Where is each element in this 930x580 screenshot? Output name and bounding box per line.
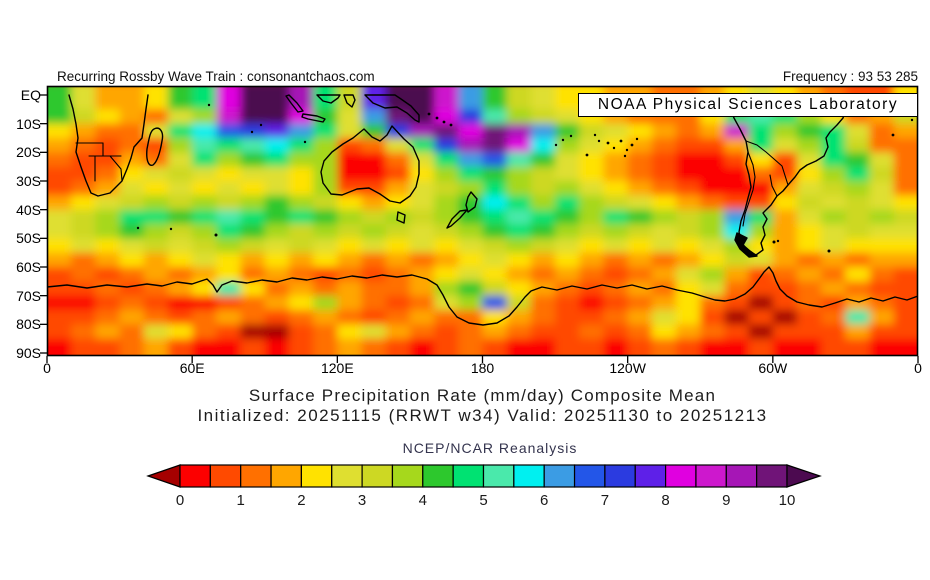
- colorbar-tick-label: 0: [176, 492, 184, 509]
- noaa-overlay-label: NOAA Physical Sciences Laboratory: [597, 96, 899, 113]
- x-tick-label: 0: [43, 360, 51, 376]
- coast-australia: [320, 125, 420, 204]
- colorbar-tick-label: 10: [779, 492, 796, 509]
- colorbar-tick-label: 2: [297, 492, 305, 509]
- x-tick-label: 60E: [179, 360, 205, 376]
- colorbar-tick-label: 9: [722, 492, 730, 509]
- coast-tasmania: [396, 211, 406, 224]
- y-tick-label: 30S: [16, 173, 41, 189]
- colorbar-label: NCEP/NCAR Reanalysis: [402, 440, 578, 456]
- header-credit: Recurring Rossby Wave Train : consonantc…: [57, 69, 375, 84]
- y-tick-label: 10S: [16, 115, 41, 132]
- colorbar-tick-label: 8: [661, 492, 669, 509]
- colorbar: 0 1 2 3 4 5 6 7 8 9 10: [146, 464, 822, 509]
- header-frequency: Frequency : 93 53 285: [782, 69, 918, 84]
- coast-south-america: [723, 94, 846, 256]
- colorbar-tick-label: 1: [237, 492, 245, 509]
- coast-indonesia: [285, 94, 356, 123]
- island-dots: [136, 103, 914, 253]
- coastlines: [47, 94, 918, 326]
- colorbar-tick-label: 5: [479, 492, 487, 509]
- colorbar-tick-label: 6: [540, 492, 548, 509]
- y-tick-label: 50S: [16, 230, 41, 247]
- map-plot: [40, 85, 919, 363]
- x-tick-label: 60W: [758, 360, 788, 376]
- x-tick-label: 0: [914, 360, 922, 376]
- colorbar-tick-label: 4: [419, 492, 427, 509]
- x-tick-label: 120E: [320, 360, 354, 376]
- coast-new-guinea: [364, 94, 420, 123]
- y-tick-label: 60S: [16, 259, 41, 275]
- y-tick-label: 70S: [16, 287, 41, 304]
- coast-new-zealand: [446, 191, 478, 229]
- plot-title: Surface Precipitation Rate (mm/day) Comp…: [248, 386, 717, 405]
- borders-south-america: [742, 140, 789, 227]
- coast-antarctica: [47, 266, 918, 326]
- plot-subtitle: Initialized: 20251115 (RRWT w34) Valid: …: [197, 406, 768, 425]
- axis-ticks: [40, 94, 919, 363]
- x-tick-label: 180: [470, 360, 495, 376]
- map-frame: [46, 85, 919, 357]
- y-tick-label: EQ: [20, 87, 41, 103]
- y-tick-label: 90S: [16, 345, 41, 361]
- colorbar-tick-label: 7: [601, 492, 609, 509]
- precipitation-field-heatmap: [47, 86, 918, 356]
- noaa-overlay-box: NOAA Physical Sciences Laboratory: [578, 93, 918, 117]
- y-tick-label: 20S: [16, 144, 41, 161]
- y-tick-label: 40S: [16, 201, 41, 218]
- coast-madagascar: [146, 127, 164, 166]
- coast-africa: [68, 94, 149, 197]
- y-tick-label: 80S: [16, 316, 41, 333]
- borders-africa: [75, 142, 123, 182]
- coast-patagonia-fjords: [734, 232, 758, 258]
- precipitation-map-svg: [40, 85, 919, 363]
- x-tick-label: 120W: [609, 360, 646, 376]
- colorbar-tick-label: 3: [358, 492, 366, 509]
